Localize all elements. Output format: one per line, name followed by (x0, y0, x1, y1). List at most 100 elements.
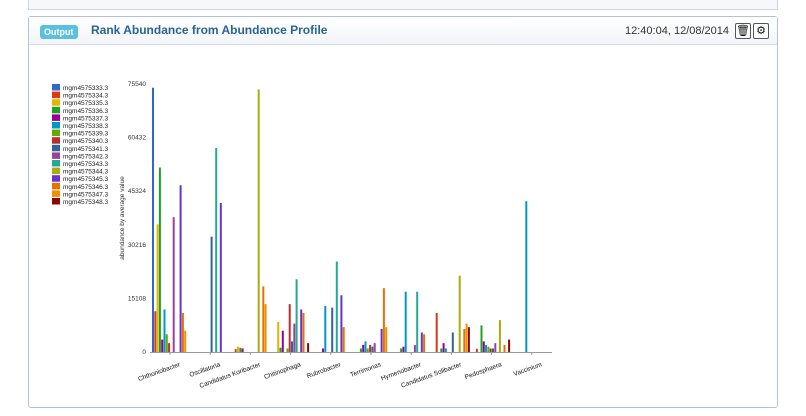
bar-hymenobacter-10 (416, 291, 419, 352)
y-tick-label: 0 (142, 349, 146, 356)
chart-axes: 0 15108 30216 45324 60432 75540 abundance by a… (119, 81, 552, 390)
x-tick-label: Chitinophaga (263, 361, 302, 381)
bar-pedosphaera-13 (503, 344, 506, 352)
bar-terrimonas-6 (366, 348, 369, 352)
bar-candidatus-koribacter-3 (239, 347, 242, 352)
bar-pedosphaera-9 (494, 343, 497, 352)
bar-chitinophaga-15 (307, 343, 310, 352)
legend-swatch (52, 152, 60, 159)
y-tick-label: 30216 (128, 242, 146, 249)
output-badge: Output (40, 25, 78, 39)
bar-terrimonas-12 (380, 328, 383, 352)
bar-chitinophaga-3 (279, 347, 282, 352)
bar-candidatus-solibacter-3 (440, 348, 443, 352)
bar-chthoniobacter-5 (163, 309, 166, 352)
bar-chthoniobacter-4 (161, 339, 164, 352)
bar-chthoniobacter-12 (179, 185, 182, 352)
legend-swatch (52, 175, 60, 182)
bar-candidatus-solibacter-1 (435, 312, 438, 352)
bar-candidatus-koribacter-1 (234, 349, 237, 352)
bar-candidatus-solibacter-4 (442, 343, 445, 352)
bar-rubrobacter-4 (322, 348, 324, 352)
legend-swatch (52, 99, 60, 106)
bar-rubrobacter-13 (342, 327, 345, 352)
legend-swatch (52, 182, 60, 190)
bar-chthoniobacter-3 (158, 167, 161, 352)
legend-label: mgm4575344.3 (63, 169, 109, 176)
y-tick-label: 60432 (128, 135, 146, 142)
bar-candidatus-koribacter-14 (264, 304, 267, 352)
bar-candidatus-koribacter-11 (257, 89, 260, 352)
bar-pedosphaera-7 (489, 348, 492, 352)
bar-pedosphaera-8 (492, 348, 494, 352)
bar-pedosphaera-3 (480, 325, 483, 352)
bar-pedosphaera-11 (498, 320, 501, 352)
bar-vaccinium-5 (525, 201, 528, 352)
bar-candidatus-koribacter-13 (262, 286, 265, 352)
x-tick-label: Vaccinium (513, 361, 543, 378)
legend-label: mgm4575337.3 (63, 115, 109, 122)
legend-swatch (52, 190, 60, 197)
bar-chthoniobacter-1 (154, 311, 157, 352)
bar-chthoniobacter-13 (181, 312, 184, 352)
panel-timestamp: 12:40:04, 12/08/2014 (625, 25, 729, 37)
legend-label: mgm4575342.3 (63, 153, 109, 160)
bar-pedosphaera-4 (482, 341, 485, 352)
bar-candidatus-solibacter-11 (458, 275, 461, 352)
bar-candidatus-solibacter-8 (451, 332, 454, 352)
legend-swatch (52, 198, 60, 205)
bar-chitinophaga-10 (295, 279, 298, 352)
bar-rubrobacter-12 (340, 295, 343, 352)
legend-label: mgm4575341.3 (63, 146, 109, 153)
trash-icon[interactable]: 🗑 (735, 23, 751, 39)
bar-pedosphaera-5 (485, 344, 488, 352)
legend-swatch (52, 144, 60, 152)
bar-candidatus-solibacter-5 (444, 348, 447, 352)
bar-hymenobacter-13 (423, 334, 426, 352)
x-tick-label: Chthoniobacter (137, 361, 182, 383)
gear-icon[interactable]: ⚙ (753, 23, 769, 39)
legend-label: mgm4575335.3 (63, 100, 109, 107)
bar-oscillatoria-10 (215, 148, 218, 352)
legend-label: mgm4575336.3 (63, 108, 109, 115)
legend-swatch (52, 129, 60, 137)
panel-header: Output Rank Abundance from Abundance Pro… (29, 17, 777, 45)
bar-hymenobacter-3 (400, 348, 403, 352)
bar-rubrobacter-8 (331, 307, 334, 352)
legend-swatch (52, 106, 60, 114)
bar-hymenobacter-5 (404, 291, 407, 352)
bar-chthoniobacter-9 (172, 217, 175, 352)
legend-label: mgm4575346.3 (63, 184, 109, 191)
bar-terrimonas-4 (362, 344, 365, 352)
bar-chitinophaga-4 (281, 330, 284, 352)
bar-terrimonas-9 (373, 343, 376, 352)
bar-candidatus-solibacter-14 (465, 323, 468, 352)
bar-candidatus-solibacter-15 (467, 327, 470, 352)
bar-terrimonas-8 (371, 346, 374, 352)
panel-title: Rank Abundance from Abundance Profile (91, 23, 328, 37)
legend-swatch (52, 122, 60, 129)
legend-label: mgm4575338.3 (63, 123, 109, 130)
legend-label: mgm4575334.3 (63, 93, 109, 100)
legend-swatch (52, 137, 60, 144)
legend-label: mgm4575333.3 (63, 85, 109, 92)
x-tick-label: Rubrobacter (306, 361, 343, 380)
bar-candidatus-solibacter-13 (463, 328, 466, 352)
bar-oscillatoria-8 (210, 236, 213, 352)
bar-chitinophaga-2 (277, 321, 280, 352)
bar-terrimonas-5 (364, 341, 367, 352)
legend-swatch (52, 160, 60, 167)
chart-legend: mgm4575333.3mgm4575334.3mgm4575335.3mgm4… (52, 84, 109, 206)
bar-terrimonas-7 (369, 344, 372, 352)
bar-chthoniobacter-2 (156, 224, 159, 352)
bar-chitinophaga-6 (286, 348, 289, 352)
bar-terrimonas-13 (382, 288, 385, 352)
y-tick-label: 75540 (128, 81, 146, 88)
bar-chitinophaga-13 (302, 312, 305, 352)
legend-swatch (52, 84, 60, 91)
bar-chitinophaga-7 (288, 304, 291, 352)
legend-swatch (52, 91, 60, 99)
legend-swatch (52, 114, 60, 121)
bar-pedosphaera-15 (508, 339, 511, 352)
bar-pedosphaera-6 (487, 346, 490, 352)
